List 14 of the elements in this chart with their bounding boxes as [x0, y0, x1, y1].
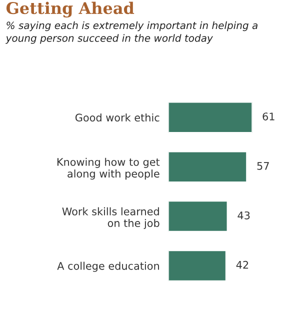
bar: [168, 150, 248, 183]
y-tick-label: Knowing how to get along with people: [57, 158, 160, 180]
y-tick-label: Good work ethic: [75, 113, 160, 122]
data-label: 61: [262, 112, 274, 120]
chart-subtitle: % saying each is extremely important in helping a young person succeed in the world today: [6, 21, 258, 44]
bar: [168, 101, 252, 134]
data-label: 42: [236, 260, 248, 269]
bar: [168, 200, 228, 232]
data-label: 43: [238, 211, 250, 220]
y-tick-label: A college education: [57, 262, 159, 272]
bar: [168, 250, 227, 282]
y-tick-label: Work skills learned on the job: [62, 207, 160, 230]
data-label: 57: [257, 162, 269, 170]
chart-title: Getting Ahead: [6, 2, 134, 18]
